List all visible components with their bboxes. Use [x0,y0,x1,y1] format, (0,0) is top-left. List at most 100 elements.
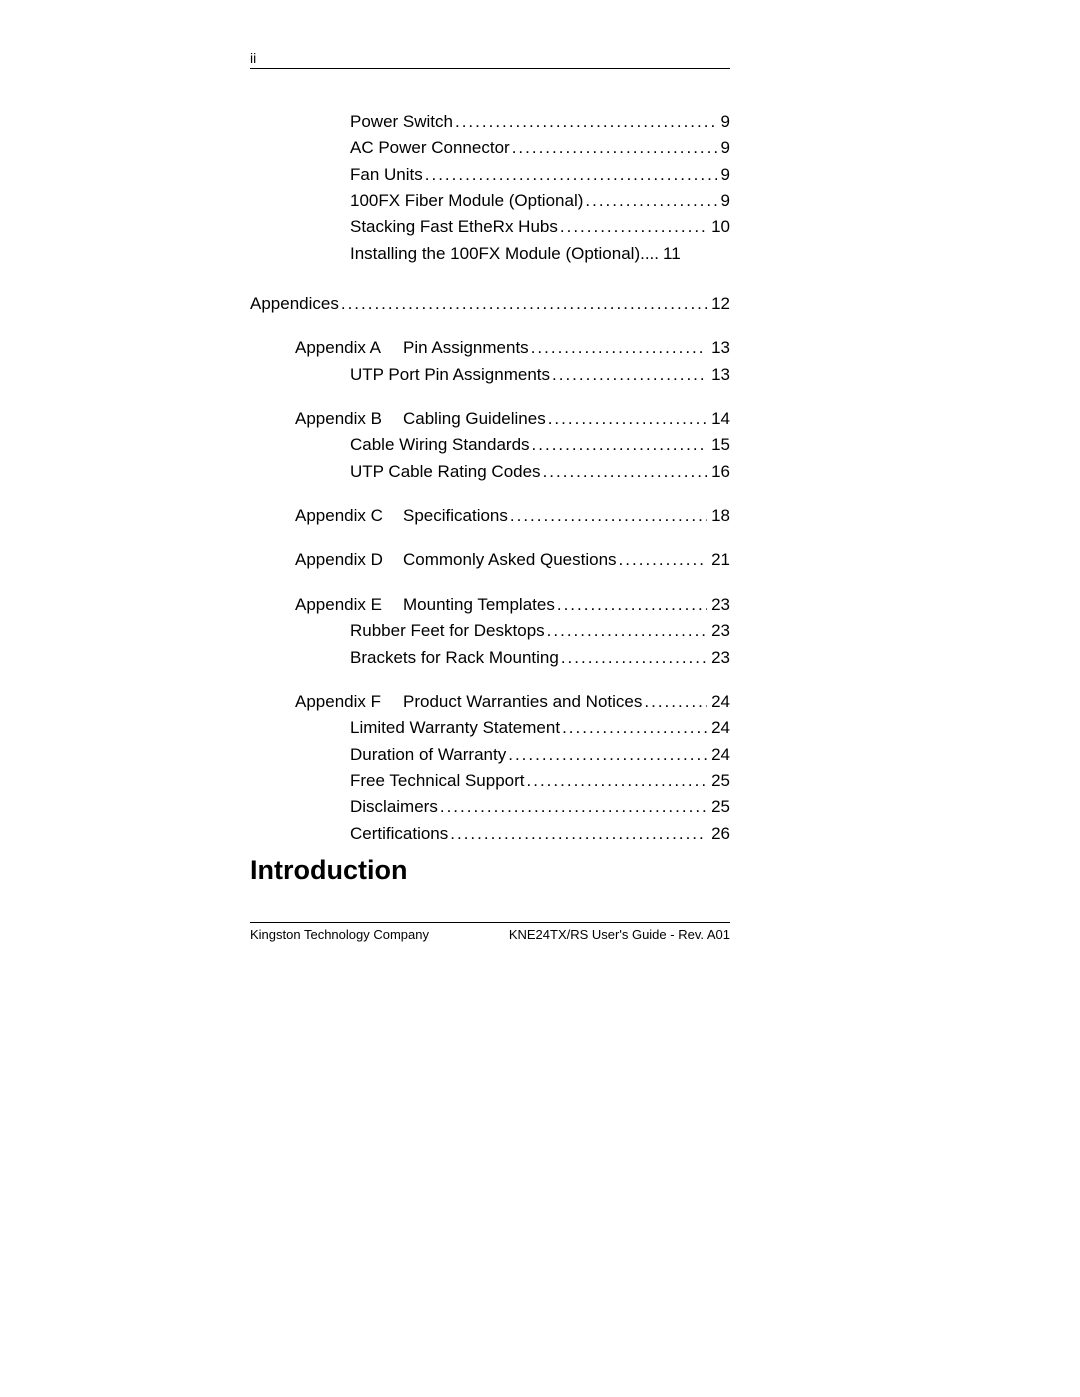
toc-entry-label: Certifications [350,821,448,847]
toc-entry-prefix: Appendix A [295,335,403,361]
toc-leader-dots [617,547,708,573]
toc-entry: Fan Units 9 [350,162,730,188]
toc-leader-dots [510,135,717,161]
toc-entry-page: 26 [707,821,730,847]
toc-leader-dots [448,821,707,847]
toc-entry-page: 15 [707,432,730,458]
toc-entry: UTP Cable Rating Codes 16 [350,459,730,485]
toc-entry-label: UTP Port Pin Assignments [350,362,550,388]
toc-leader-dots [546,406,707,432]
toc-entry: AC Power Connector 9 [350,135,730,161]
toc-entry: Free Technical Support 25 [350,768,730,794]
toc-entry-page: 18 [707,503,730,529]
toc-entry-label: 100FX Fiber Module (Optional) [350,188,583,214]
toc-entry: Brackets for Rack Mounting 23 [350,645,730,671]
toc-entry: Cable Wiring Standards 15 [350,432,730,458]
toc-leader-dots [525,768,708,794]
toc-entry-page: 11 [659,241,681,267]
toc-entry-label: Appendix DCommonly Asked Questions [295,547,617,573]
toc-leader-dots [583,188,716,214]
toc-entry-page: 9 [717,135,730,161]
footer-doc-title: KNE24TX/RS User's Guide - Rev. A01 [509,927,730,942]
toc-entry-page: 25 [707,794,730,820]
toc-entry: Certifications 26 [350,821,730,847]
toc-entry-label: Appendix BCabling Guidelines [295,406,546,432]
toc-leader-dots [545,618,707,644]
toc-entry-page: 24 [707,689,730,715]
toc-entry-page: 14 [707,406,730,432]
toc-leader-dots [558,214,707,240]
toc-entry-prefix: Appendix E [295,592,403,618]
toc-leader-dots [555,592,707,618]
toc-entry: Appendix CSpecifications 18 [295,503,730,529]
toc-entry-label: Power Switch [350,109,453,135]
toc-leader-dots [508,503,707,529]
toc-entry-page: 23 [707,618,730,644]
toc-entry-label: Appendix EMounting Templates [295,592,555,618]
toc-leader-dots: .... [640,241,659,267]
toc-leader-dots [423,162,717,188]
toc-entry-page: 10 [707,214,730,240]
toc-entry: Rubber Feet for Desktops23 [350,618,730,644]
toc-leader-dots [550,362,707,388]
toc-entry-prefix: Appendix B [295,406,403,432]
document-page: ii Power Switch9AC Power Connector9Fan U… [250,50,730,942]
toc-leader-dots [530,432,708,458]
toc-entry-page: 9 [717,162,730,188]
toc-entry: Appendix BCabling Guidelines 14 [295,406,730,432]
toc-entry-prefix: Appendix F [295,689,403,715]
section-heading-introduction: Introduction [250,855,730,886]
toc-entry: Limited Warranty Statement 24 [350,715,730,741]
toc-entry: Appendix APin Assignments 13 [295,335,730,361]
toc-entry-page: 24 [707,715,730,741]
toc-entry: UTP Port Pin Assignments 13 [350,362,730,388]
toc-leader-dots [559,645,707,671]
toc-entry: Installing the 100FX Module (Optional) .… [350,241,730,267]
toc-leader-dots [541,459,708,485]
toc-entry-label: Free Technical Support [350,768,525,794]
toc-entry-label: Limited Warranty Statement [350,715,560,741]
toc-entry-page: 9 [717,109,730,135]
toc-entry-page: 21 [707,547,730,573]
page-footer: Kingston Technology Company KNE24TX/RS U… [250,922,730,942]
table-of-contents: Power Switch9AC Power Connector9Fan Unit… [250,109,730,847]
toc-entry: Stacking Fast EtheRx Hubs 10 [350,214,730,240]
toc-entry-page: 16 [707,459,730,485]
toc-entry-page: 13 [707,335,730,361]
toc-entry: 100FX Fiber Module (Optional) 9 [350,188,730,214]
toc-entry-label: Appendix CSpecifications [295,503,508,529]
toc-entry: Power Switch 9 [350,109,730,135]
toc-entry-label: Installing the 100FX Module (Optional) [350,241,640,267]
toc-entry: Duration of Warranty24 [350,742,730,768]
toc-leader-dots [339,291,707,317]
toc-entry-label: AC Power Connector [350,135,510,161]
toc-entry: Appendix DCommonly Asked Questions 21 [295,547,730,573]
toc-leader-dots [438,794,707,820]
toc-leader-dots [453,109,717,135]
toc-entry-page: 25 [707,768,730,794]
page-number: ii [250,50,730,69]
toc-entry: Appendices 12 [250,291,730,317]
toc-leader-dots [642,689,707,715]
toc-entry-page: 12 [707,291,730,317]
toc-entry-page: 23 [707,645,730,671]
toc-entry-label: UTP Cable Rating Codes [350,459,541,485]
toc-entry-label: Stacking Fast EtheRx Hubs [350,214,558,240]
toc-leader-dots [506,742,707,768]
toc-entry-label: Appendix APin Assignments [295,335,529,361]
toc-entry-label: Brackets for Rack Mounting [350,645,559,671]
toc-entry: Appendix FProduct Warranties and Notices… [295,689,730,715]
toc-entry-page: 9 [717,188,730,214]
toc-entry-prefix: Appendix D [295,547,403,573]
toc-entry-page: 24 [707,742,730,768]
toc-entry-prefix: Appendix C [295,503,403,529]
toc-entry-label: Appendices [250,291,339,317]
footer-company: Kingston Technology Company [250,927,429,942]
toc-leader-dots [529,335,707,361]
toc-entry-page: 13 [707,362,730,388]
toc-entry-label: Cable Wiring Standards [350,432,530,458]
toc-entry: Appendix EMounting Templates 23 [295,592,730,618]
toc-entry-label: Appendix FProduct Warranties and Notices [295,689,642,715]
toc-entry-page: 23 [707,592,730,618]
toc-entry-label: Fan Units [350,162,423,188]
